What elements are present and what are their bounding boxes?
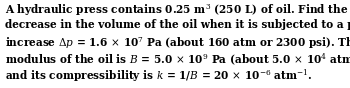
Text: modulus of the oil is $B$ = 5.0 $\times$ 10$^9$ Pa (about 5.0 $\times$ 10$^4$ at: modulus of the oil is $B$ = 5.0 $\times$… xyxy=(5,51,350,68)
Text: increase $\Delta p$ = 1.6 $\times$ 10$^7$ Pa (about 160 atm or 2300 psi). The bu: increase $\Delta p$ = 1.6 $\times$ 10$^7… xyxy=(5,35,350,51)
Text: and its compressibility is $k$ = 1/$B$ = 20 $\times$ 10$^{-6}$ atm$^{-1}$.: and its compressibility is $k$ = 1/$B$ =… xyxy=(5,68,312,84)
Text: decrease in the volume of the oil when it is subjected to a pressure: decrease in the volume of the oil when i… xyxy=(5,19,350,30)
Text: A hydraulic press contains 0.25 m$^3$ (250 L) of oil. Find the: A hydraulic press contains 0.25 m$^3$ (2… xyxy=(5,3,348,18)
